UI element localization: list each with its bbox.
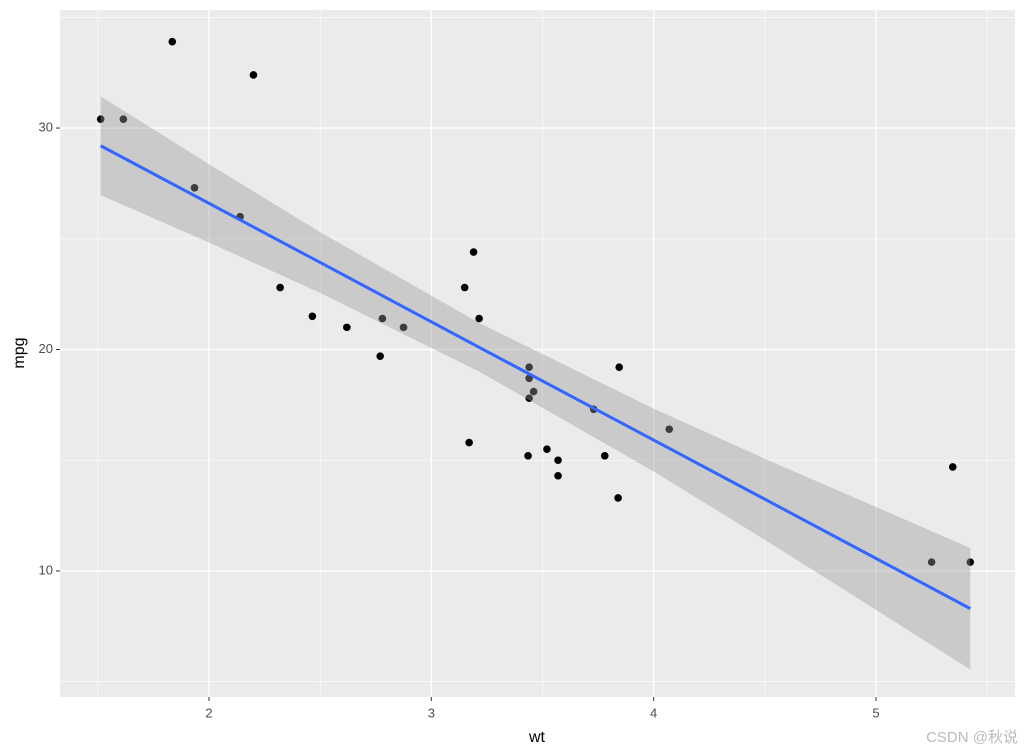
- point: [524, 452, 532, 460]
- point: [376, 352, 384, 360]
- y-tick-label: 20: [39, 341, 53, 356]
- point: [554, 456, 562, 465]
- y-axis-title: mpg: [11, 337, 28, 368]
- point: [399, 323, 408, 332]
- point: [529, 387, 538, 396]
- point: [665, 425, 674, 434]
- point: [378, 314, 387, 323]
- point: [475, 314, 483, 323]
- point: [927, 558, 936, 566]
- point: [460, 283, 469, 292]
- point: [948, 463, 957, 471]
- x-tick-label: 3: [428, 705, 435, 720]
- x-tick-label: 4: [650, 705, 657, 720]
- point: [543, 445, 551, 453]
- x-tick-label: 5: [872, 705, 879, 720]
- fit-line: [99, 144, 972, 610]
- point: [469, 248, 478, 256]
- panel: [60, 10, 1015, 697]
- point: [96, 115, 105, 123]
- point: [600, 452, 609, 460]
- point: [525, 394, 533, 403]
- x-tick-label: 2: [205, 705, 212, 720]
- point: [966, 558, 975, 566]
- point: [554, 471, 562, 480]
- point: [276, 283, 284, 292]
- point: [308, 312, 317, 321]
- point: [615, 363, 624, 372]
- y-tick-label: 30: [39, 119, 53, 134]
- confidence-band: [100, 96, 971, 670]
- y-tick-label: 10: [39, 562, 53, 577]
- point: [249, 71, 258, 79]
- point: [525, 363, 533, 372]
- point: [119, 115, 128, 123]
- point: [465, 438, 473, 447]
- point: [614, 494, 622, 502]
- x-axis-title: wt: [528, 729, 546, 746]
- point: [168, 37, 177, 46]
- watermark: CSDN @秋说: [926, 729, 1018, 746]
- point: [190, 184, 199, 192]
- point: [343, 323, 351, 332]
